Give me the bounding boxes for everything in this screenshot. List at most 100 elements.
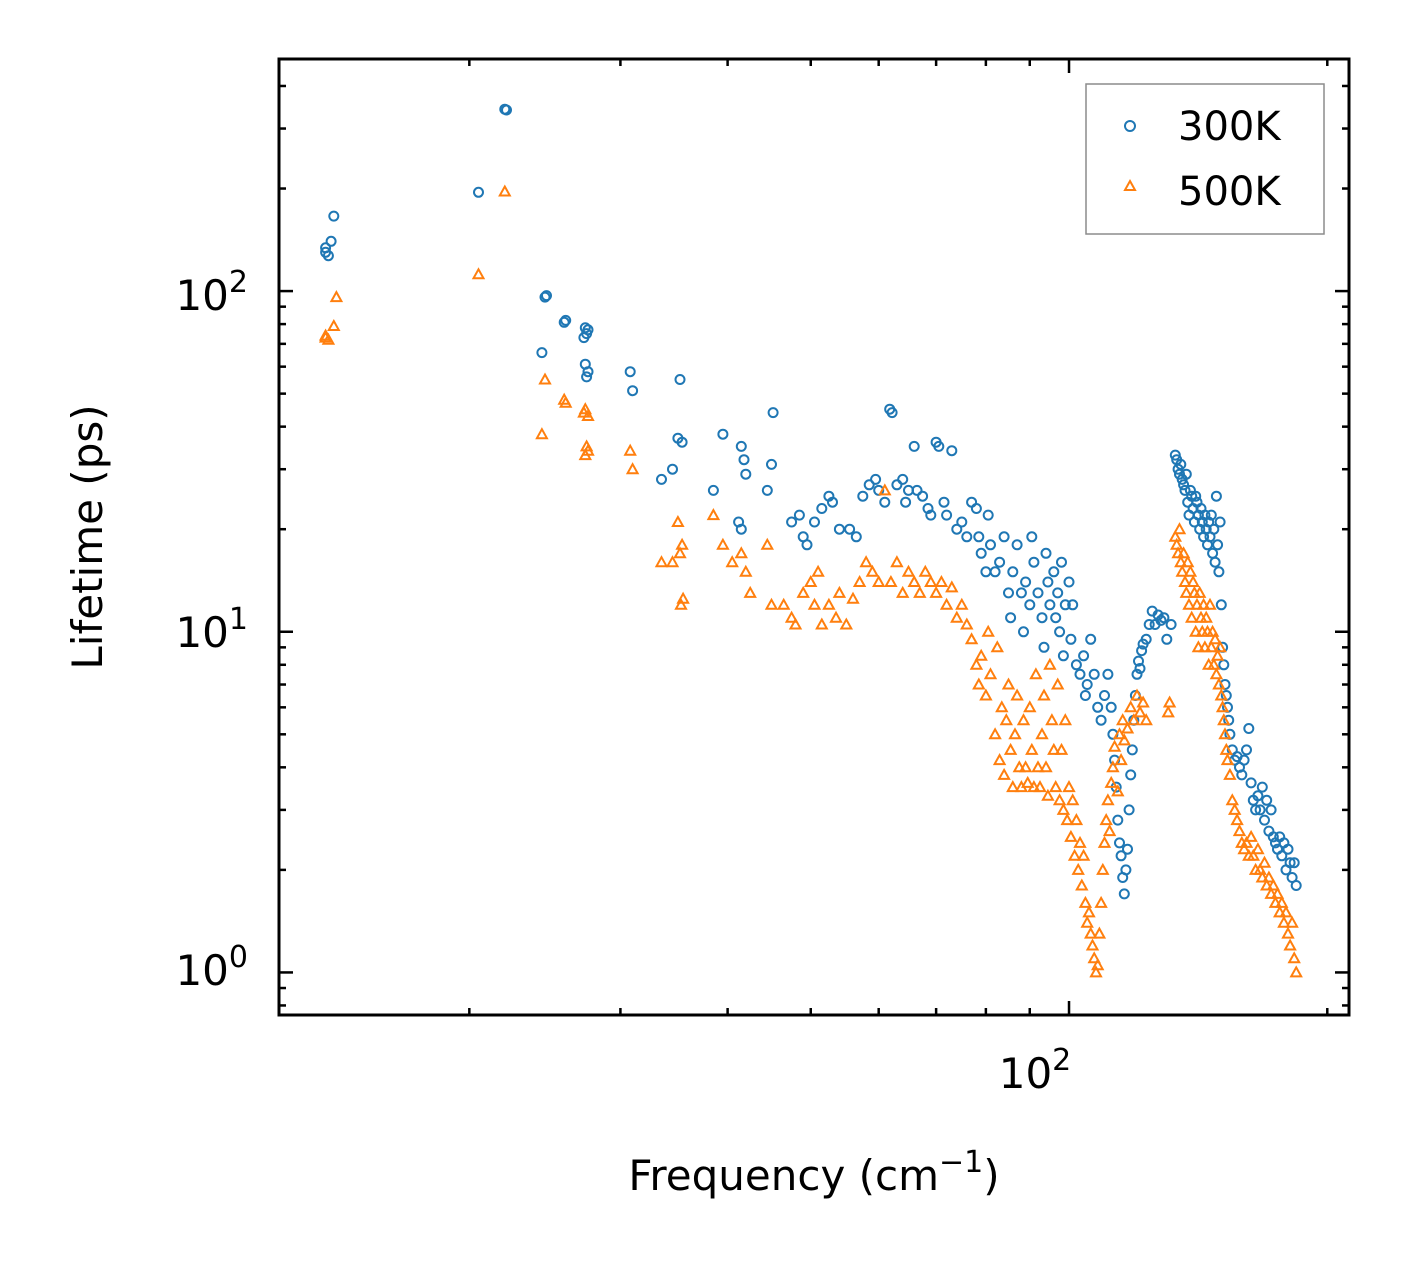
data-point-500k: [960, 617, 974, 630]
data-point-500k: [1253, 862, 1267, 875]
data-point-300k: [1050, 612, 1062, 624]
data-point-500k: [1228, 802, 1242, 815]
data-point-300k: [1210, 490, 1222, 502]
data-point-300k: [536, 347, 548, 359]
data-point-300k: [1140, 633, 1152, 645]
data-point-300k: [1007, 566, 1019, 578]
legend: 300K 500K: [1085, 83, 1325, 235]
data-point-300k: [850, 531, 862, 543]
data-point-500k: [559, 395, 573, 408]
data-point-500k: [852, 574, 867, 587]
data-point-300k: [1126, 744, 1138, 756]
data-point-500k: [929, 585, 943, 598]
data-point-300k: [891, 479, 903, 491]
data-point-500k: [1189, 624, 1203, 637]
data-point-300k: [1284, 857, 1296, 869]
data-point-500k: [498, 184, 512, 197]
data-point-500k: [939, 597, 954, 610]
data-point-500k: [1218, 727, 1232, 740]
data-point-500k: [1262, 870, 1276, 883]
series-500k: [318, 184, 1303, 978]
data-point-500k: [1133, 705, 1147, 718]
data-point-500k: [1178, 574, 1192, 587]
data-point-300k: [1015, 587, 1027, 599]
data-point-300k: [1155, 614, 1167, 626]
data-point-300k: [809, 516, 820, 528]
data-point-500k: [1102, 824, 1117, 837]
data-point-500k: [321, 332, 336, 345]
data-point-300k: [1259, 814, 1270, 826]
data-point-500k: [1266, 878, 1280, 891]
data-point-300k: [1081, 679, 1093, 690]
data-point-300k: [539, 291, 551, 303]
data-point-500k: [832, 585, 847, 598]
data-point-300k: [956, 516, 968, 528]
data-point-300k: [946, 445, 958, 457]
data-point-500k: [1198, 640, 1212, 653]
data-point-500k: [969, 657, 984, 670]
data-point-500k: [1035, 727, 1049, 740]
data-point-500k: [739, 564, 753, 577]
data-point-300k: [1123, 804, 1135, 816]
data-point-500k: [839, 617, 853, 630]
data-point-500k: [1117, 733, 1131, 746]
data-point-300k: [1208, 523, 1220, 535]
data-point-300k: [667, 463, 678, 475]
data-point-300k: [1215, 599, 1227, 611]
data-point-500k: [1082, 905, 1096, 918]
data-point-500k: [784, 610, 799, 623]
data-point-500k: [1257, 855, 1272, 868]
data-point-500k: [734, 546, 748, 559]
data-point-500k: [1199, 610, 1213, 623]
data-point-500k: [1264, 886, 1278, 899]
data-point-500k: [1175, 564, 1189, 577]
data-point-300k: [1040, 547, 1052, 559]
data-point-300k: [1180, 468, 1192, 480]
data-point-500k: [1116, 713, 1130, 726]
data-point-500k: [1185, 610, 1199, 623]
data-point-300k: [735, 523, 747, 535]
data-point-500k: [1279, 905, 1293, 918]
data-point-500k: [988, 727, 1002, 740]
data-point-500k: [878, 483, 892, 496]
data-point-300k: [1254, 804, 1266, 816]
data-point-300k: [767, 407, 779, 419]
data-point-300k: [581, 328, 593, 340]
data-point-500k: [760, 537, 774, 550]
data-point-300k: [1074, 668, 1086, 680]
data-point-500k: [1124, 700, 1138, 713]
data-point-300k: [844, 523, 856, 535]
data-point-500k: [1217, 713, 1231, 726]
data-point-500k: [1080, 915, 1094, 928]
data-point-300k: [1209, 556, 1221, 568]
data-point-300k: [1186, 490, 1198, 502]
data-point-500k: [811, 564, 825, 577]
data-point-300k: [1085, 633, 1097, 645]
data-point-500k: [1018, 760, 1033, 773]
data-point-300k: [933, 440, 945, 452]
data-point-300k: [1265, 804, 1277, 816]
data-point-500k: [1058, 713, 1072, 726]
data-point-500k: [1209, 667, 1224, 680]
data-point-500k: [846, 591, 860, 604]
data-point-500k: [884, 574, 898, 587]
data-point-300k: [970, 503, 982, 514]
data-point-500k: [743, 585, 757, 598]
data-point-500k: [1008, 727, 1022, 740]
data-point-500k: [1078, 895, 1093, 908]
data-point-500k: [716, 537, 730, 550]
data-point-300k: [322, 250, 334, 262]
data-point-500k: [1106, 760, 1120, 773]
data-point-300k: [1165, 619, 1177, 630]
data-point-500k: [1283, 938, 1297, 951]
data-point-300k: [1250, 804, 1262, 816]
data-point-300k: [886, 407, 898, 419]
data-point-300k: [624, 366, 636, 378]
data-point-300k: [1065, 633, 1077, 645]
data-point-300k: [816, 503, 828, 514]
data-point-300k: [863, 479, 875, 491]
data-point-500k: [675, 537, 689, 550]
data-point-500k: [1037, 688, 1051, 701]
data-point-500k: [1064, 829, 1078, 842]
data-point-300k: [1288, 857, 1300, 869]
